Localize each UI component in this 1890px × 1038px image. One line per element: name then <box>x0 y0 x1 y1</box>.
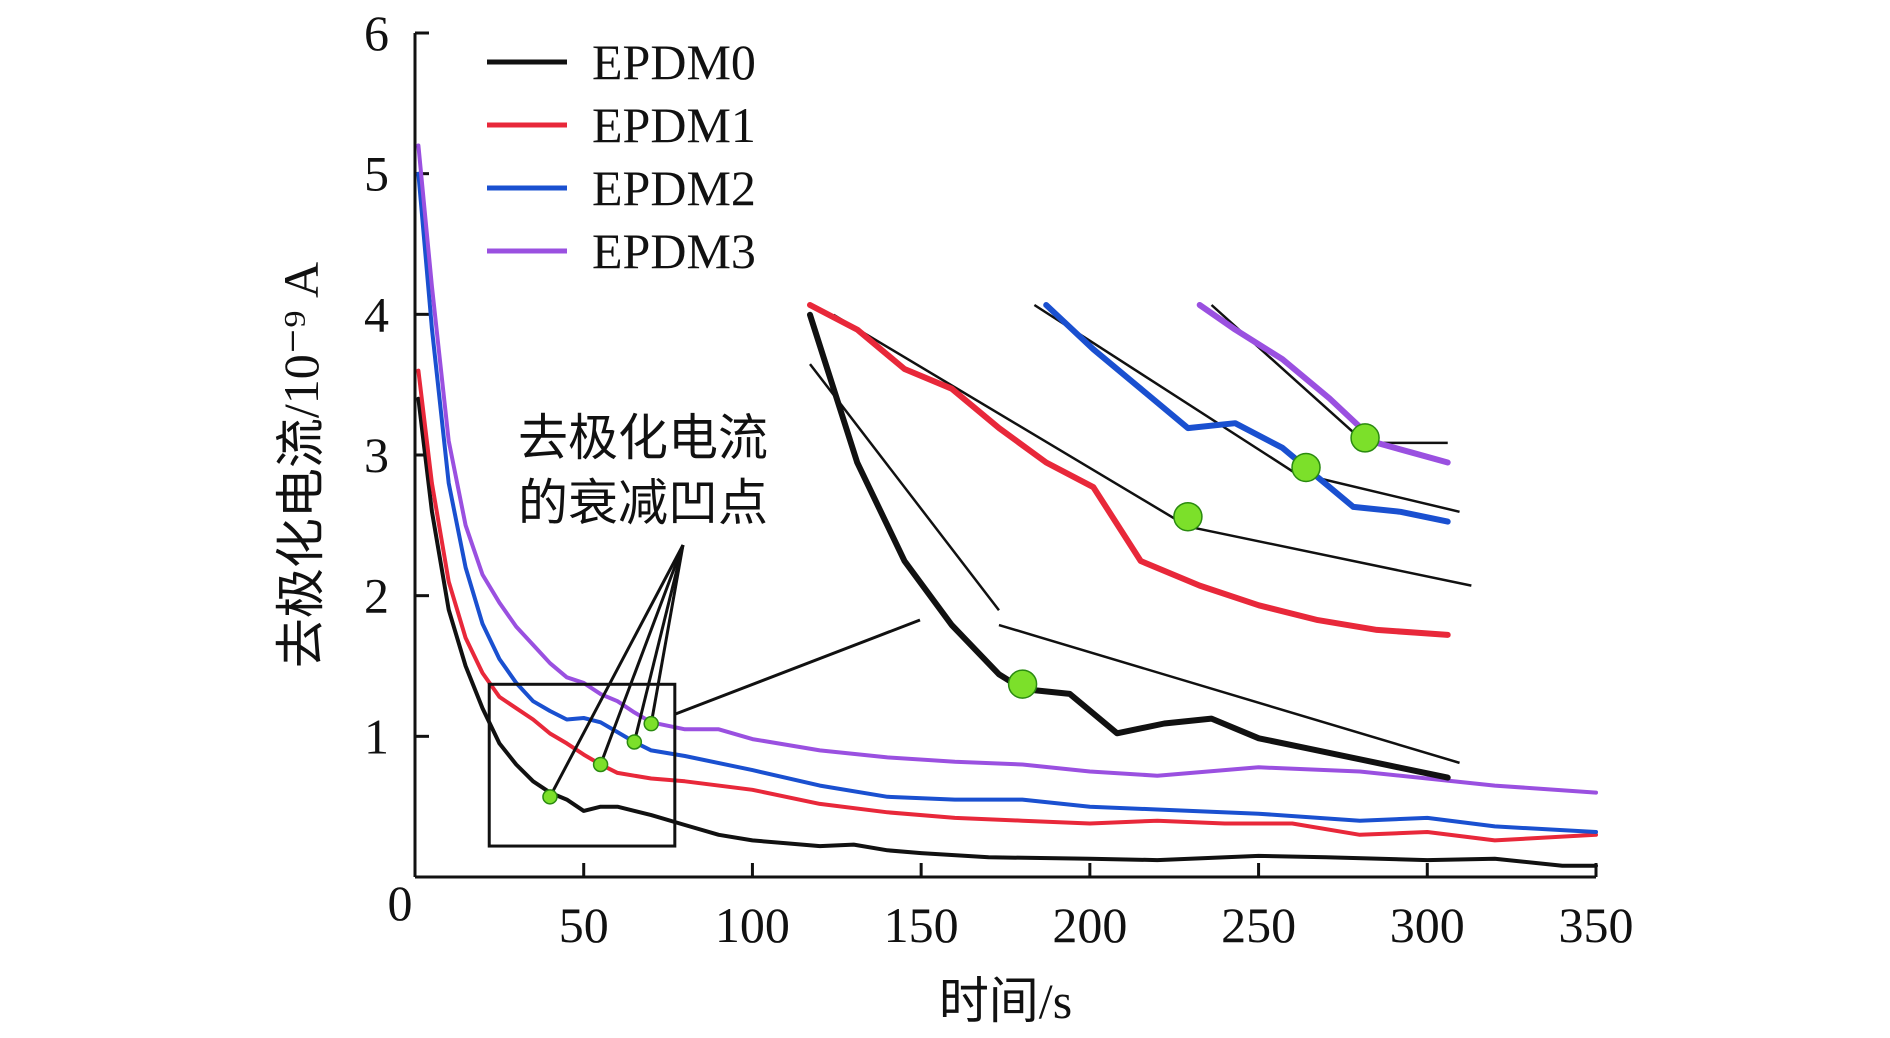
inset-dip-marker-epdm2 <box>1291 452 1321 483</box>
legend: EPDM0 EPDM1 EPDM2 EPDM3 <box>487 34 756 279</box>
inset-dip-marker-epdm0 <box>1007 669 1038 699</box>
inset-series-line-epdm1 <box>807 302 1451 638</box>
y-tick-label-6: 6 <box>364 5 389 61</box>
dip-marker-epdm2 <box>626 734 643 750</box>
origin-tick-label: 0 <box>388 875 413 931</box>
y-tick-label-5: 5 <box>364 146 389 202</box>
dip-marker-epdm1 <box>592 756 609 773</box>
main-dip-markers <box>542 715 659 805</box>
y-tick-label-1: 1 <box>364 708 389 764</box>
inset-fit-line-2 <box>832 313 1189 528</box>
y-tick-label-3: 3 <box>364 427 389 483</box>
x-tick-label-250: 250 <box>1221 897 1296 953</box>
inset-dip-marker-epdm3 <box>1350 423 1380 453</box>
x-axis-ticks: 50 100 150 200 250 300 350 <box>559 863 1634 953</box>
annotation-line-1: 去极化电流 <box>518 410 768 466</box>
annotation-line-2: 的衰减凹点 <box>518 475 768 531</box>
x-tick-label-350: 350 <box>1559 897 1634 953</box>
annotation-arrow-epdm0 <box>548 544 685 798</box>
annotation-arrow-epdm3 <box>649 544 685 724</box>
x-tick-label-150: 150 <box>884 897 959 953</box>
x-tick-label-300: 300 <box>1390 897 1465 953</box>
series-line-epdm0 <box>416 396 1598 868</box>
x-tick-label-50: 50 <box>559 897 609 953</box>
y-axis-title: 去极化电流/10⁻⁹ A <box>273 262 329 668</box>
annotation-arrow-epdm2 <box>632 544 685 743</box>
annotation-arrow-epdm1 <box>599 544 685 765</box>
inset-zoom-view <box>807 302 1472 781</box>
dip-marker-epdm0 <box>542 789 558 805</box>
inset-fit-line-3 <box>1187 525 1472 587</box>
x-tick-label-100: 100 <box>715 897 790 953</box>
dip-marker-epdm3 <box>643 715 659 732</box>
y-tick-label-2: 2 <box>364 568 389 624</box>
x-tick-label-200: 200 <box>1052 897 1127 953</box>
dip-annotation: 去极化电流 的衰减凹点 <box>518 410 768 798</box>
legend-label-epdm2: EPDM2 <box>592 160 756 216</box>
inset-series-line-epdm0 <box>807 311 1451 781</box>
inset-dip-marker-epdm1 <box>1173 501 1203 532</box>
inset-series-line-epdm3 <box>1196 302 1451 466</box>
series-line-epdm2 <box>416 171 1598 834</box>
legend-label-epdm0: EPDM0 <box>592 34 756 90</box>
x-axis-title: 时间/s <box>939 973 1072 1029</box>
inset-series-line-epdm2 <box>1043 302 1451 525</box>
zoom-region <box>487 618 921 848</box>
legend-label-epdm3: EPDM3 <box>592 223 756 279</box>
inset-fit-line-1 <box>998 623 1460 765</box>
zoom-box <box>487 682 677 848</box>
zoom-connector <box>674 618 921 716</box>
legend-label-epdm1: EPDM1 <box>592 97 756 153</box>
y-tick-label-4: 4 <box>364 286 389 342</box>
